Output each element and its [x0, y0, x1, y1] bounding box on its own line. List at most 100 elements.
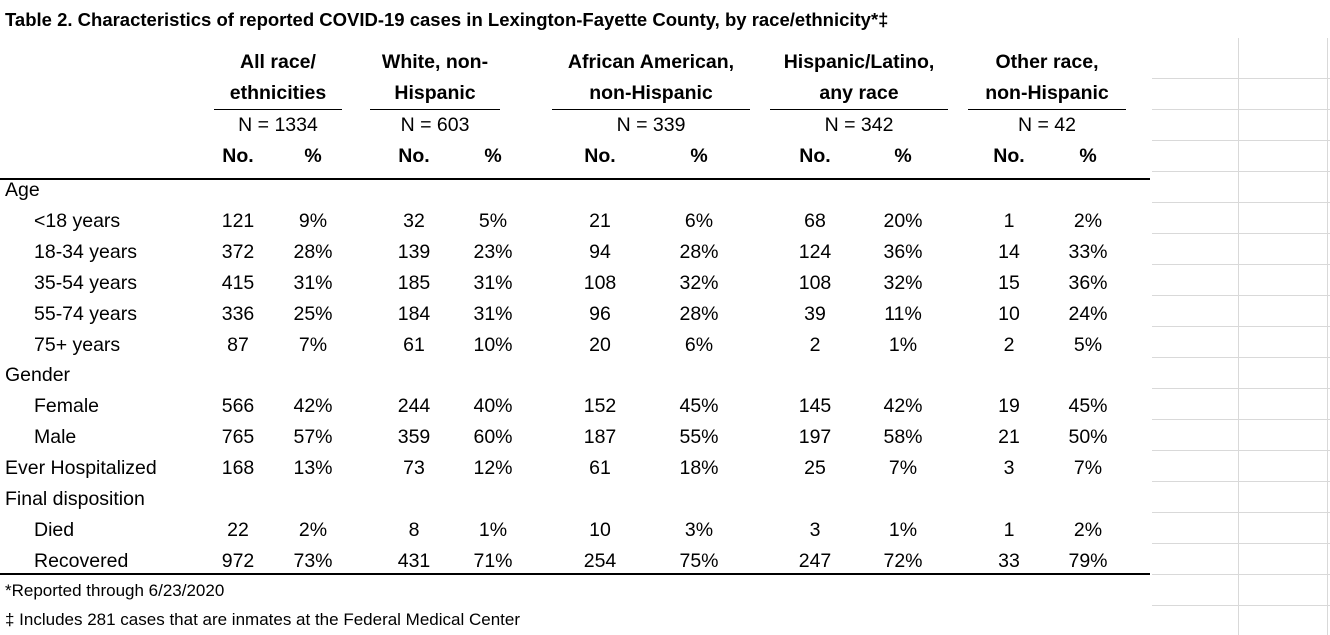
grid-row-line [1152, 605, 1330, 606]
cell-percent: 28% [679, 302, 719, 325]
cell-count: 3 [809, 518, 821, 541]
cell-percent: 2% [1073, 518, 1103, 541]
row-label: 55-74 years [34, 302, 137, 325]
cell-count: 20 [589, 333, 611, 356]
cell-percent: 32% [883, 271, 923, 294]
cell-percent: 12% [473, 457, 513, 480]
cell-percent: 5% [478, 209, 508, 232]
grid-row-line [1152, 171, 1330, 172]
row-label: <18 years [34, 209, 121, 232]
cell-count: 33 [998, 549, 1020, 572]
cell-percent: 31% [473, 302, 513, 325]
cell-percent: 42% [883, 395, 923, 418]
table-row: Gender [0, 360, 1150, 391]
cell-percent: 6% [684, 333, 714, 356]
cell-count: 96 [589, 302, 611, 325]
row-label: Ever Hospitalized [5, 457, 157, 480]
grid-row-line [1152, 326, 1330, 327]
cell-count: 1 [1003, 518, 1015, 541]
cell-percent: 1% [888, 333, 918, 356]
group-header-line1: White, non- [381, 51, 489, 73]
cell-percent: 79% [1068, 549, 1108, 572]
row-label: Gender [5, 364, 71, 387]
table-row: 55-74 years 336 25% 184 31% 96 28% 39 11% 10 24% [0, 299, 1150, 330]
col-header-no: No. [398, 145, 430, 167]
group-header-line1: African American, [567, 51, 735, 73]
grid-row-line [1152, 78, 1330, 79]
grid-row-line [1152, 140, 1330, 141]
group-header-line1: All race/ [240, 51, 316, 73]
row-label: Died [34, 518, 75, 541]
col-header-pct: % [1079, 145, 1097, 167]
grid-row-line [1152, 357, 1330, 358]
cell-percent: 72% [883, 549, 923, 572]
cell-count: 15 [998, 271, 1020, 294]
cell-count: 152 [583, 395, 617, 418]
cell-percent: 6% [684, 209, 714, 232]
cell-count: 168 [221, 457, 255, 480]
cell-percent: 45% [1068, 395, 1108, 418]
cell-count: 244 [397, 395, 431, 418]
cell-count: 372 [221, 240, 255, 263]
group-header: All race/ethnicities [214, 47, 342, 110]
group-count: N = 42 [1018, 114, 1076, 136]
cell-percent: 7% [888, 457, 918, 480]
cell-percent: 3% [684, 518, 714, 541]
cell-count: 2 [1003, 333, 1015, 356]
group-header-line2: non-Hispanic [968, 78, 1126, 110]
cell-count: 3 [1003, 457, 1015, 480]
row-label: Male [34, 426, 77, 449]
table-row: Recovered 972 73% 431 71% 254 75% 247 72% 33 79% [0, 546, 1150, 577]
cell-percent: 75% [679, 549, 719, 572]
cell-percent: 55% [679, 426, 719, 449]
cell-count: 39 [804, 302, 826, 325]
cell-percent: 7% [1073, 457, 1103, 480]
header-rule [0, 178, 1150, 180]
group-header: African American, non-Hispanic [552, 47, 750, 110]
cell-percent: 42% [293, 395, 333, 418]
cell-count: 22 [227, 518, 249, 541]
cell-percent: 50% [1068, 426, 1108, 449]
grid-row-line [1152, 419, 1330, 420]
col-header-no: No. [222, 145, 254, 167]
cell-count: 121 [221, 209, 255, 232]
cell-percent: 9% [298, 209, 328, 232]
cell-count: 254 [583, 549, 617, 572]
row-label: Age [5, 179, 40, 201]
group-header: Hispanic/Latino, any race [770, 47, 948, 110]
table-row: 75+ years 87 7% 61 10% 20 6% 2 1% 2 5% [0, 330, 1150, 361]
cell-count: 14 [998, 240, 1020, 263]
group-header: Other race, non-Hispanic [968, 47, 1126, 110]
table-row: Age [0, 175, 1150, 206]
cell-percent: 23% [473, 240, 513, 263]
cell-percent: 31% [473, 271, 513, 294]
cell-count: 197 [798, 426, 832, 449]
cell-count: 972 [221, 549, 255, 572]
cell-count: 124 [798, 240, 832, 263]
cell-count: 61 [403, 333, 425, 356]
cell-percent: 2% [298, 518, 328, 541]
cell-percent: 11% [884, 302, 922, 325]
cell-count: 32 [403, 209, 425, 232]
grid-row-line [1152, 481, 1330, 482]
cell-percent: 58% [883, 426, 923, 449]
group-header-line1: Hispanic/Latino, [783, 51, 935, 73]
cell-count: 247 [798, 549, 832, 572]
cell-percent: 31% [293, 271, 333, 294]
grid-column-line [1238, 38, 1239, 635]
group-count: N = 1334 [238, 114, 318, 136]
grid-row-line [1152, 109, 1330, 110]
grid-row-line [1152, 574, 1330, 575]
row-label: Female [34, 395, 100, 418]
cell-count: 87 [227, 333, 249, 356]
group-count: N = 603 [400, 114, 470, 136]
table-row: Male 765 57% 359 60% 187 55% 197 58% 21 50% [0, 422, 1150, 453]
group-count: N = 339 [616, 114, 686, 136]
cell-percent: 10% [473, 333, 513, 356]
cell-percent: 1% [478, 518, 508, 541]
cell-percent: 28% [293, 240, 333, 263]
cell-percent: 71% [473, 549, 513, 572]
table-row: Female 566 42% 244 40% 152 45% 145 42% 19 45% [0, 391, 1150, 422]
group-header-line2: any race [770, 78, 948, 110]
